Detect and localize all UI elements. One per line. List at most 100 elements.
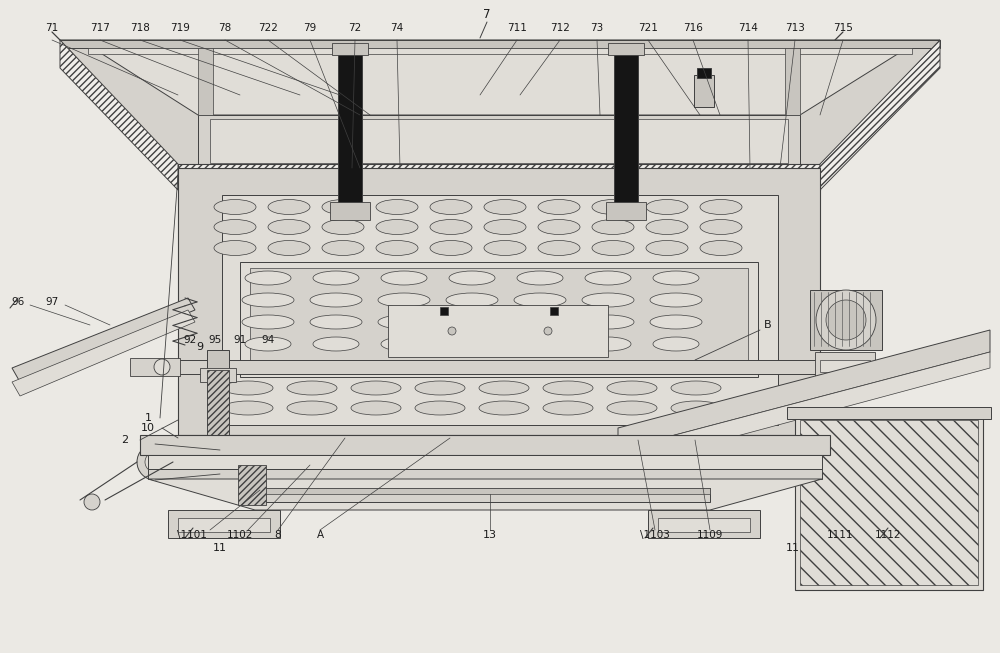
Text: 718: 718 (130, 23, 150, 33)
Text: 91: 91 (233, 335, 247, 345)
Ellipse shape (381, 271, 427, 285)
Ellipse shape (582, 315, 634, 329)
Ellipse shape (430, 219, 472, 234)
Bar (820, 358, 870, 376)
Bar (800, 420, 978, 585)
Text: 711: 711 (507, 23, 527, 33)
Ellipse shape (287, 401, 337, 415)
Ellipse shape (322, 240, 364, 255)
Ellipse shape (543, 381, 593, 395)
Bar (694, 75, 714, 107)
Ellipse shape (671, 381, 721, 395)
Polygon shape (88, 45, 912, 115)
Text: 97: 97 (45, 297, 59, 307)
Ellipse shape (351, 381, 401, 395)
Bar (60, 40, 940, 48)
Bar (250, 268, 748, 371)
Ellipse shape (322, 200, 364, 214)
Ellipse shape (585, 337, 631, 351)
Ellipse shape (415, 381, 465, 395)
Bar (88, 48, 912, 54)
Bar (140, 435, 830, 455)
Ellipse shape (287, 381, 337, 395)
Ellipse shape (242, 293, 294, 307)
Bar (240, 262, 758, 377)
Ellipse shape (700, 219, 742, 234)
Ellipse shape (700, 240, 742, 255)
Ellipse shape (223, 401, 273, 415)
Text: 715: 715 (833, 23, 853, 33)
Ellipse shape (646, 200, 688, 214)
Text: \1103: \1103 (640, 530, 670, 540)
Bar (332, 43, 368, 55)
Ellipse shape (376, 200, 418, 214)
Ellipse shape (446, 315, 498, 329)
Bar (648, 510, 760, 538)
Ellipse shape (514, 293, 566, 307)
Circle shape (613, 440, 657, 484)
Circle shape (816, 290, 876, 350)
Bar (207, 350, 229, 440)
Ellipse shape (671, 401, 721, 415)
Text: 1112: 1112 (875, 530, 901, 540)
Ellipse shape (376, 240, 418, 255)
Circle shape (448, 327, 456, 335)
Ellipse shape (484, 219, 526, 234)
Text: \1101: \1101 (177, 530, 207, 540)
Bar (550, 307, 558, 315)
Text: 9: 9 (196, 342, 204, 352)
Ellipse shape (653, 337, 699, 351)
Circle shape (154, 359, 170, 375)
Polygon shape (148, 479, 822, 510)
Ellipse shape (245, 271, 291, 285)
Bar (168, 510, 280, 538)
Bar (222, 195, 778, 425)
Ellipse shape (607, 381, 657, 395)
Ellipse shape (378, 293, 430, 307)
Ellipse shape (582, 293, 634, 307)
Ellipse shape (479, 401, 529, 415)
Bar (198, 115, 800, 167)
Circle shape (544, 327, 552, 335)
Bar (787, 407, 991, 419)
Polygon shape (60, 40, 940, 168)
Ellipse shape (430, 200, 472, 214)
Bar (148, 469, 822, 479)
Text: 8: 8 (275, 530, 281, 540)
Text: 1: 1 (144, 413, 152, 423)
Ellipse shape (700, 200, 742, 214)
Text: 92: 92 (183, 335, 197, 345)
Bar (130, 358, 180, 376)
Ellipse shape (214, 219, 256, 234)
Ellipse shape (313, 271, 359, 285)
Bar (238, 465, 266, 505)
Ellipse shape (415, 401, 465, 415)
Circle shape (630, 457, 640, 467)
Bar (658, 518, 750, 532)
Bar (338, 48, 362, 210)
Text: 2: 2 (121, 435, 129, 445)
Text: 722: 722 (258, 23, 278, 33)
Text: 74: 74 (390, 23, 404, 33)
Ellipse shape (310, 315, 362, 329)
Polygon shape (618, 330, 990, 450)
Circle shape (214, 456, 226, 468)
Text: 719: 719 (170, 23, 190, 33)
Text: 11: 11 (213, 543, 227, 553)
Ellipse shape (223, 381, 273, 395)
Ellipse shape (650, 293, 702, 307)
Ellipse shape (514, 315, 566, 329)
Text: 712: 712 (550, 23, 570, 33)
Text: 72: 72 (348, 23, 362, 33)
Ellipse shape (538, 240, 580, 255)
Bar (198, 48, 213, 115)
Bar (210, 119, 788, 163)
Bar (178, 168, 820, 435)
Text: 79: 79 (303, 23, 317, 33)
Bar (200, 368, 236, 382)
Bar (255, 488, 710, 494)
Text: B: B (764, 320, 772, 330)
Bar (330, 202, 370, 220)
Ellipse shape (592, 240, 634, 255)
Ellipse shape (245, 337, 291, 351)
